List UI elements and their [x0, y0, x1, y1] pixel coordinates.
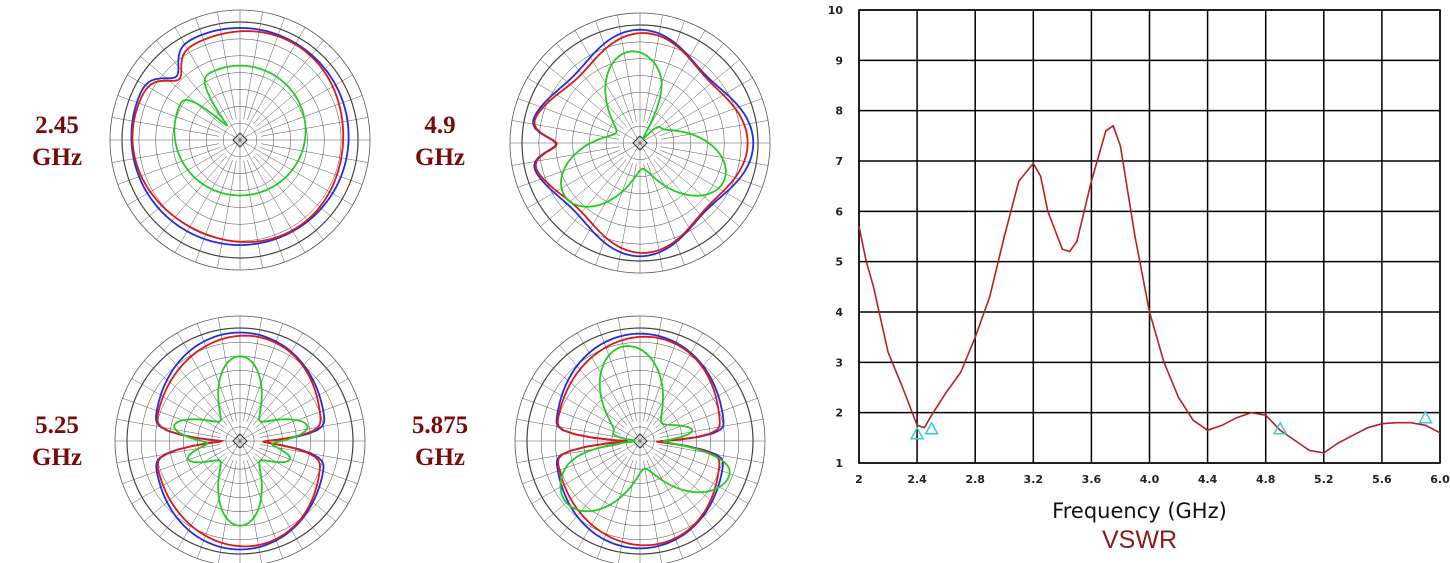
polar-pattern-5-25ghz — [114, 315, 366, 563]
marker-triangle — [1418, 410, 1433, 424]
x-axis-title: Frequency (GHz) — [1052, 499, 1227, 523]
pattern-green — [173, 355, 309, 527]
pattern-blue — [555, 332, 725, 550]
freq-value: 4.9 — [424, 112, 456, 139]
y-tick-label: 5 — [835, 256, 843, 269]
pattern-red — [533, 32, 749, 254]
marker-triangle — [1272, 421, 1288, 435]
x-tick-label: 4.4 — [1198, 473, 1218, 486]
chart-title: VSWR — [1102, 526, 1177, 554]
freq-unit: GHz — [415, 444, 465, 471]
freq-value: 2.45 — [35, 112, 79, 139]
y-tick-label: 4 — [835, 306, 843, 319]
x-tick-label: 5.2 — [1314, 473, 1334, 486]
y-tick-label: 7 — [835, 155, 843, 168]
polar-pattern-2-45ghz — [109, 9, 371, 271]
freq-label-5-25: 5.25 GHz — [0, 410, 117, 474]
y-tick-label: 6 — [835, 205, 843, 218]
pattern-blue — [532, 28, 755, 258]
freq-unit: GHz — [415, 144, 465, 171]
y-tick-label: 8 — [835, 105, 843, 118]
freq-unit: GHz — [32, 444, 82, 471]
polar-grid — [114, 315, 366, 563]
y-tick-label: 2 — [835, 407, 843, 420]
polar-grid — [514, 315, 766, 563]
vswr-line — [858, 124, 1441, 454]
pattern-blue — [130, 26, 350, 246]
polar-pattern-4-9ghz — [509, 12, 771, 274]
marker-triangle — [924, 421, 939, 435]
freq-value: 5.25 — [35, 412, 79, 439]
x-tick-label: 4.8 — [1256, 473, 1276, 486]
pattern-red — [131, 30, 345, 244]
x-tick-label: 4.0 — [1140, 473, 1160, 486]
y-tick-label: 9 — [835, 54, 843, 67]
x-tick-label: 3.6 — [1082, 473, 1102, 486]
freq-value: 5.875 — [411, 412, 469, 439]
freq-label-2-45: 2.45 GHz — [0, 110, 117, 174]
freq-unit: GHz — [32, 144, 82, 171]
pattern-green — [560, 50, 727, 208]
polar-grid — [109, 9, 371, 271]
freq-label-5-875: 5.875 GHz — [380, 410, 500, 474]
x-tick-label: 5.6 — [1372, 473, 1392, 486]
pattern-green — [559, 345, 731, 513]
vswr-chart: 2 2.4 2.8 3.2 3.6 4.0 4.4 4.8 5.2 5.6 6.0123456789… — [828, 4, 1450, 554]
pattern-red — [156, 334, 322, 548]
polar-pattern-5-875ghz — [514, 315, 766, 563]
x-tick-label: 2 — [855, 473, 863, 486]
y-tick-label: 3 — [835, 356, 843, 369]
x-tick-label: 2.8 — [965, 473, 985, 486]
x-tick-label: 3.2 — [1024, 473, 1044, 486]
y-tick-label: 10 — [828, 4, 844, 17]
pattern-blue — [155, 331, 326, 551]
marker-triangle — [909, 426, 925, 440]
y-tick-label: 1 — [835, 457, 843, 470]
pattern-red — [556, 335, 721, 547]
freq-label-4-9: 4.9 GHz — [380, 110, 500, 174]
x-tick-label: 2.4 — [907, 473, 927, 486]
x-tick-label: 6.0 — [1430, 473, 1450, 486]
pattern-green — [173, 64, 307, 197]
